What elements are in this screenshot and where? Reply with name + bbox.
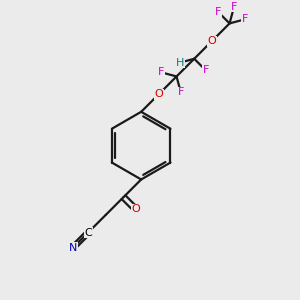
Text: O: O — [154, 89, 163, 99]
Text: H: H — [176, 58, 184, 68]
Text: F: F — [202, 65, 209, 75]
Text: O: O — [208, 36, 216, 46]
Text: F: F — [158, 67, 164, 77]
Text: F: F — [231, 2, 237, 12]
Text: N: N — [69, 242, 77, 253]
Text: F: F — [215, 7, 221, 17]
Text: F: F — [242, 14, 248, 24]
Text: C: C — [84, 227, 92, 238]
Text: O: O — [131, 204, 140, 214]
Text: F: F — [178, 87, 184, 97]
